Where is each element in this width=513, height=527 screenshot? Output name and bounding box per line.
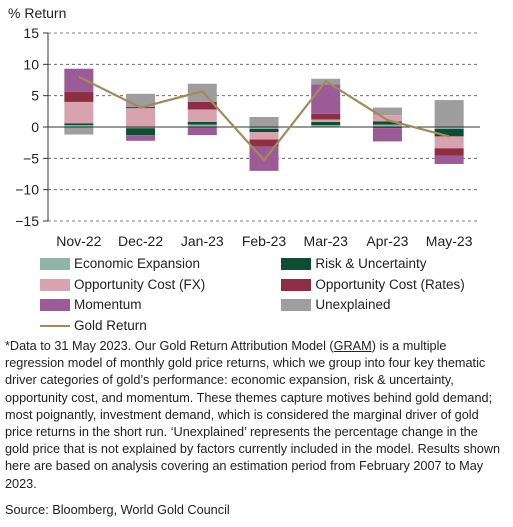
legend-gold-return: Gold Return bbox=[40, 316, 283, 336]
grid bbox=[48, 32, 480, 222]
legend-label: Risk & Uncertainty bbox=[315, 256, 427, 272]
legend-swatch-gold-return bbox=[40, 324, 70, 327]
bar-momentum-jan-23 bbox=[187, 127, 217, 136]
legend-opportunity-cost-rates: Opportunity Cost (Rates) bbox=[281, 275, 500, 295]
bar-opportunity-cost-fx-apr-23 bbox=[372, 115, 402, 122]
legend-swatch-opportunity-cost-fx bbox=[40, 278, 70, 291]
x-tick-label: Mar-23 bbox=[304, 233, 349, 249]
source-note: Source: Bloomberg, World Gold Council bbox=[5, 503, 230, 517]
chart: % Return 15 10 5 0 −5 −10 −15 Nov-22 Dec-22 Jan-… bbox=[8, 5, 480, 249]
y-ticks: 15 10 5 0 −5 −10 −15 bbox=[15, 25, 49, 229]
gram-link[interactable]: GRAM bbox=[333, 339, 372, 353]
bar-momentum-may-23 bbox=[434, 155, 464, 164]
bar-economic-expansion-nov-22 bbox=[64, 125, 94, 127]
bar-momentum-mar-23 bbox=[311, 84, 341, 114]
gold-return-line bbox=[78, 75, 450, 162]
bar-opportunity-cost-fx-feb-23 bbox=[249, 132, 279, 140]
bar-unexplained-apr-23 bbox=[372, 107, 402, 116]
bar-opportunity-cost-rates-mar-23 bbox=[311, 113, 341, 120]
bar-momentum-nov-22 bbox=[64, 68, 94, 92]
legend-economic-expansion: Economic Expansion bbox=[40, 254, 281, 274]
legend-risk-uncertainty: Risk & Uncertainty bbox=[281, 254, 500, 274]
x-tick-label: Dec-22 bbox=[118, 233, 163, 249]
y-tick-label: −5 bbox=[23, 150, 39, 166]
bar-risk-uncertainty-jan-23 bbox=[187, 121, 217, 125]
bar-opportunity-cost-fx-nov-22 bbox=[64, 101, 94, 124]
bar-risk-uncertainty-mar-23 bbox=[311, 121, 341, 126]
legend-label: Unexplained bbox=[315, 297, 391, 313]
legend-swatch-opportunity-cost-rates bbox=[281, 278, 312, 291]
y-tick-label: 15 bbox=[23, 25, 39, 41]
y-axis-label: % Return bbox=[8, 5, 66, 21]
bar-opportunity-cost-fx-jan-23 bbox=[187, 109, 217, 122]
legend-unexplained: Unexplained bbox=[281, 295, 500, 315]
bar-economic-expansion-feb-23 bbox=[249, 127, 279, 129]
footnote-text: ) is a multiple regression model of mont… bbox=[5, 339, 501, 491]
bar-momentum-dec-22 bbox=[126, 135, 156, 141]
bar-economic-expansion-apr-23 bbox=[372, 124, 402, 127]
bar-opportunity-cost-fx-mar-23 bbox=[311, 119, 341, 122]
legend-swatch-momentum bbox=[40, 299, 70, 312]
bar-unexplained-may-23 bbox=[434, 100, 464, 127]
gold-return-polyline bbox=[78, 75, 450, 162]
x-tick-labels: Nov-22 Dec-22 Jan-23 Feb-23 Mar-23 Apr-23 May-… bbox=[56, 233, 472, 249]
y-tick-label: −10 bbox=[15, 182, 39, 198]
legend-swatch-unexplained bbox=[281, 299, 312, 312]
legend: Economic Expansion Risk & Uncertainty Op… bbox=[40, 254, 500, 336]
bar-economic-expansion-dec-22 bbox=[126, 127, 156, 129]
footnote: *Data to 31 May 2023. Our Gold Return At… bbox=[5, 338, 505, 493]
bar-economic-expansion-jan-23 bbox=[187, 124, 217, 127]
bars bbox=[48, 68, 480, 171]
bar-opportunity-cost-rates-nov-22 bbox=[64, 91, 94, 102]
bar-momentum-apr-23 bbox=[372, 128, 402, 142]
y-tick-label: −15 bbox=[15, 213, 39, 229]
bar-economic-expansion-mar-23 bbox=[311, 125, 341, 127]
bar-risk-uncertainty-nov-22 bbox=[64, 123, 94, 126]
bar-risk-uncertainty-may-23 bbox=[434, 128, 464, 137]
y-tick-label: 0 bbox=[31, 119, 39, 135]
legend-label: Momentum bbox=[74, 297, 142, 313]
x-tick-label: Nov-22 bbox=[56, 233, 101, 249]
bar-unexplained-feb-23 bbox=[249, 116, 279, 127]
bar-opportunity-cost-fx-may-23 bbox=[434, 136, 464, 149]
legend-swatch-economic-expansion bbox=[40, 258, 70, 271]
bar-opportunity-cost-rates-apr-23 bbox=[372, 127, 402, 129]
y-tick-label: 5 bbox=[31, 88, 39, 104]
legend-label: Opportunity Cost (Rates) bbox=[315, 276, 465, 292]
legend-momentum: Momentum bbox=[40, 295, 281, 315]
legend-opportunity-cost-fx: Opportunity Cost (FX) bbox=[40, 275, 281, 295]
bar-opportunity-cost-rates-jan-23 bbox=[187, 101, 217, 110]
bar-risk-uncertainty-dec-22 bbox=[126, 128, 156, 136]
x-tick-label: Jan-23 bbox=[181, 233, 224, 249]
legend-label: Gold Return bbox=[74, 317, 147, 333]
bar-opportunity-cost-rates-feb-23 bbox=[249, 139, 279, 147]
bar-economic-expansion-may-23 bbox=[434, 127, 464, 129]
bar-risk-uncertainty-apr-23 bbox=[372, 121, 402, 125]
bar-opportunity-cost-rates-may-23 bbox=[434, 148, 464, 156]
bar-risk-uncertainty-feb-23 bbox=[249, 128, 279, 133]
x-tick-label: Feb-23 bbox=[242, 233, 287, 249]
legend-label: Opportunity Cost (FX) bbox=[74, 276, 206, 292]
x-tick-label: May-23 bbox=[426, 233, 473, 249]
bar-unexplained-nov-22 bbox=[64, 127, 94, 135]
footnote-text: *Data to 31 May 2023. Our Gold Return At… bbox=[5, 339, 334, 353]
x-tick-label: Apr-23 bbox=[366, 233, 408, 249]
legend-swatch-risk-uncertainty bbox=[281, 258, 312, 271]
legend-label: Economic Expansion bbox=[74, 256, 201, 272]
bar-opportunity-cost-fx-dec-22 bbox=[126, 108, 156, 127]
y-tick-label: 10 bbox=[23, 56, 39, 72]
